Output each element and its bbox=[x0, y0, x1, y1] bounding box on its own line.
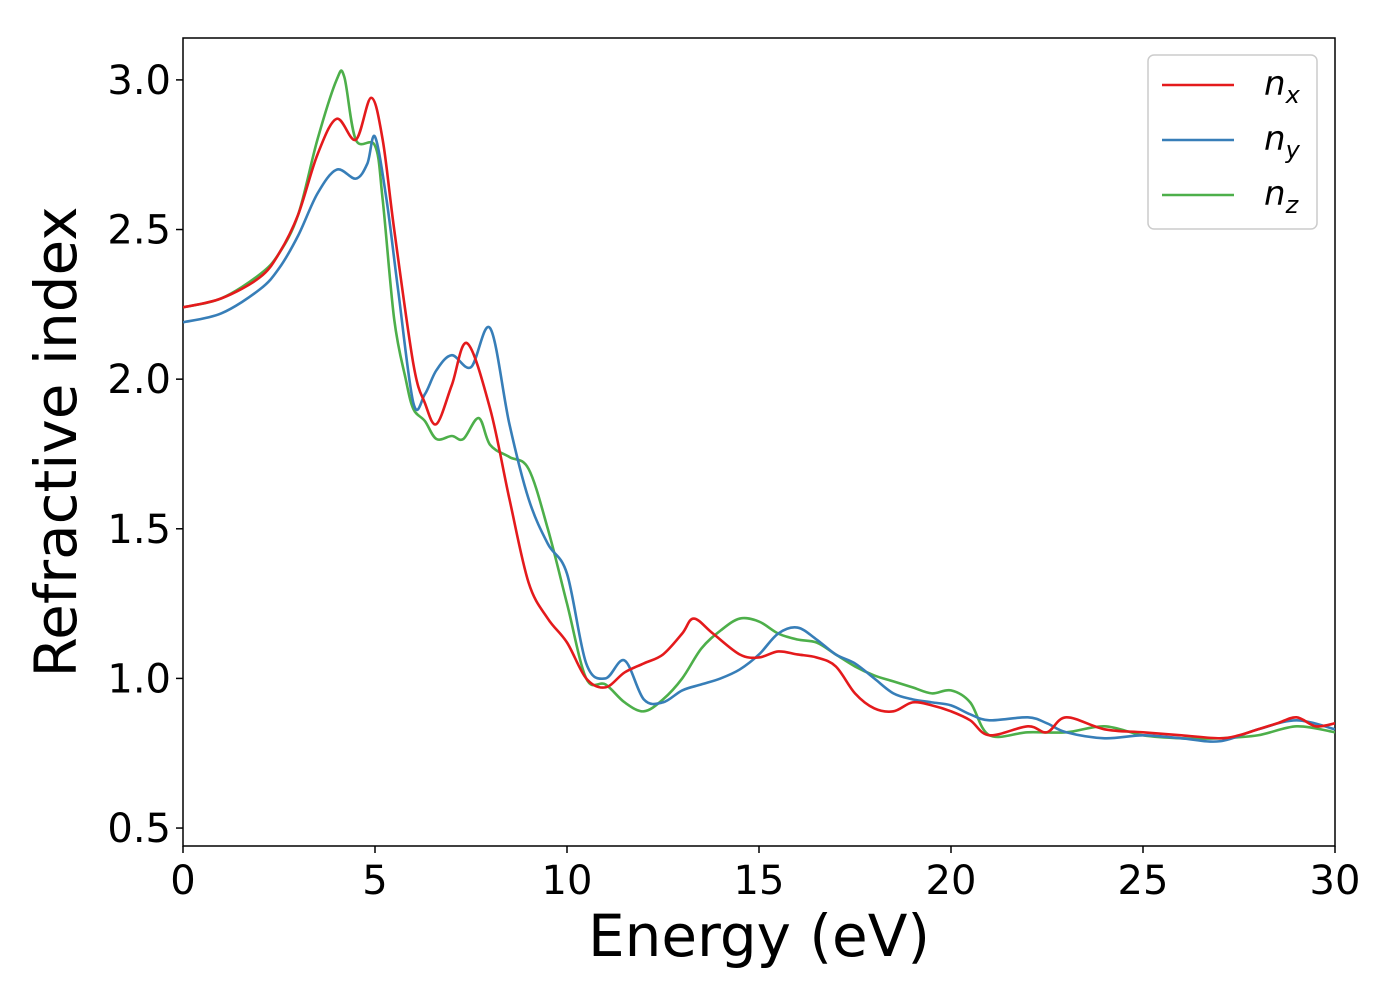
x-axis-title: Energy (eV) bbox=[588, 902, 930, 970]
legend-label-z: nz bbox=[1264, 174, 1300, 219]
y-tick-label: 1.0 bbox=[107, 656, 171, 702]
plot-area bbox=[182, 37, 1336, 847]
legend-label-sub: z bbox=[1285, 191, 1300, 219]
series-line-x bbox=[183, 96, 1335, 740]
y-tick-label: 3.0 bbox=[107, 58, 171, 104]
series-layer bbox=[183, 69, 1335, 743]
x-axis: 0 5 10 15 20 25 30 bbox=[170, 846, 1360, 904]
legend-label-main: n bbox=[1264, 119, 1286, 159]
series-line-y bbox=[183, 134, 1335, 743]
legend-label-sub: y bbox=[1285, 136, 1301, 164]
x-tick-label: 10 bbox=[542, 858, 593, 904]
legend-box bbox=[1147, 54, 1318, 230]
x-tick-label: 30 bbox=[1310, 858, 1361, 904]
y-tick-label: 2.5 bbox=[107, 208, 171, 254]
legend-label-y: ny bbox=[1264, 119, 1301, 164]
y-tick-label: 1.5 bbox=[107, 507, 171, 553]
legend-label-x: nx bbox=[1264, 64, 1301, 109]
y-tick-label: 0.5 bbox=[107, 806, 171, 852]
legend-label-main: n bbox=[1264, 174, 1286, 214]
y-axis-title: Refractive index bbox=[22, 206, 90, 677]
x-tick-label: 20 bbox=[926, 858, 977, 904]
x-tick-label: 15 bbox=[734, 858, 785, 904]
y-axis: 0.5 1.0 1.5 2.0 2.5 3.0 bbox=[107, 58, 183, 852]
x-tick-label: 25 bbox=[1118, 858, 1169, 904]
legend-label-sub: x bbox=[1285, 81, 1301, 109]
legend-label-main: n bbox=[1264, 64, 1286, 104]
y-tick-label: 2.0 bbox=[107, 357, 171, 403]
x-tick-label: 5 bbox=[362, 858, 387, 904]
x-tick-label: 0 bbox=[170, 858, 195, 904]
